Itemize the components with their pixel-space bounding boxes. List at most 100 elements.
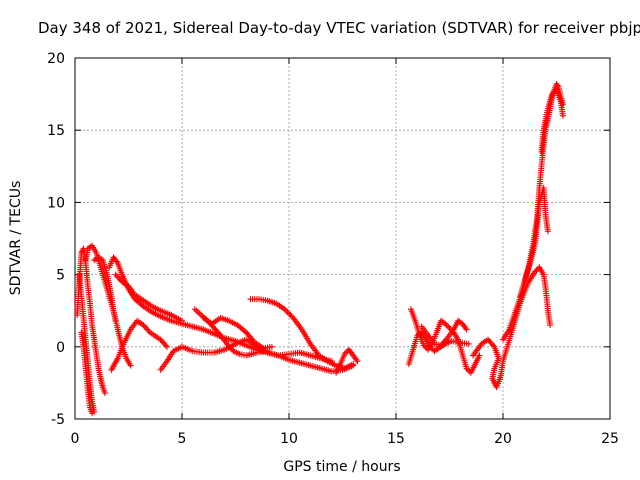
data-point [490,342,497,349]
x-tick-label: 20 [494,431,512,447]
data-point [212,326,219,333]
plot-frame [74,57,611,420]
y-tick-label: 15 [47,123,65,139]
data-point [487,339,494,346]
data-point [223,340,230,347]
data-point [145,327,152,334]
data-point [476,352,483,359]
data-point [250,338,257,345]
data-point [283,307,290,314]
y-tick-label: 10 [47,195,65,211]
data-point [463,365,470,372]
data-point [533,267,540,274]
data-point [439,340,446,347]
data-point [442,320,449,327]
data-point [532,268,539,275]
data-point [354,358,361,365]
data-point [434,346,441,353]
data-point [141,323,148,330]
data-point [226,343,233,350]
series-arc-k [200,314,275,352]
series-arc-r [500,184,551,343]
data-point [486,338,493,345]
data-point [112,271,119,278]
data-point [287,312,294,319]
data-point [164,343,171,350]
series-arc-g [112,271,185,324]
y-tick-label: 5 [56,268,65,284]
data-point [437,342,444,349]
data-point [179,317,185,324]
y-tick-label: 20 [47,51,65,67]
series-arc-s [517,80,566,300]
series-arc-l [247,296,357,372]
data-point [139,302,146,309]
data-point [550,89,557,96]
data-point [214,329,221,336]
data-point [157,336,164,343]
series-arc-p [418,317,470,349]
data-point [225,342,232,349]
data-point [443,336,450,343]
data-point [127,362,134,369]
x-tick-label: 10 [280,431,298,447]
data-point [547,322,554,329]
data-point [112,317,119,324]
data-point [227,345,234,352]
series-arc-t [538,86,566,155]
series-arc-j [191,306,271,359]
series-arc-m [333,346,361,376]
series-arc-e [91,254,119,324]
data-point [89,410,96,417]
y-axis-label: SDTVAR / TECUs [8,181,24,296]
data-point [158,338,165,345]
axis-ticks: 0 5 10 15 20 25 -5 0 5 10 15 20 [47,51,619,447]
data-point [101,390,108,397]
data-point [445,323,452,330]
data-point [465,340,472,347]
x-tick-label: 25 [601,431,619,447]
data-point [350,361,357,368]
y-tick-label: -5 [51,412,65,428]
data-point [420,342,427,349]
data-point [288,313,295,320]
data-point [115,274,122,281]
data-point [144,326,151,333]
data-point [353,356,360,363]
data-point [549,91,556,98]
series-arc-h [108,317,171,373]
x-tick-label: 5 [178,431,187,447]
data-point [161,340,168,347]
data-point [443,322,450,329]
x-axis-label: GPS time / hours [283,459,400,475]
data-point [422,343,429,350]
data-point [241,328,248,335]
data-point [268,343,275,350]
data-point [441,338,448,345]
data-point [485,336,492,343]
data-point [162,342,169,349]
data-point [211,325,218,332]
data-point [113,273,120,280]
data-point [488,340,495,347]
data-point [465,366,472,373]
data-point [554,82,561,89]
series-arc-c [78,329,96,417]
chart-title: Day 348 of 2021, Sidereal Day-to-day VTE… [38,19,640,37]
data-point [440,339,447,346]
data-point [462,325,469,332]
data-point [213,327,220,334]
data-point [209,323,216,330]
data-points [74,80,566,417]
data-point [140,322,147,329]
data-point [286,310,292,317]
grid [75,58,610,419]
x-tick-label: 15 [387,431,405,447]
data-point [446,325,453,332]
data-point [116,275,123,282]
data-point [98,256,105,263]
data-point [544,228,551,235]
y-tick-label: 0 [56,340,65,356]
data-point [341,351,348,358]
